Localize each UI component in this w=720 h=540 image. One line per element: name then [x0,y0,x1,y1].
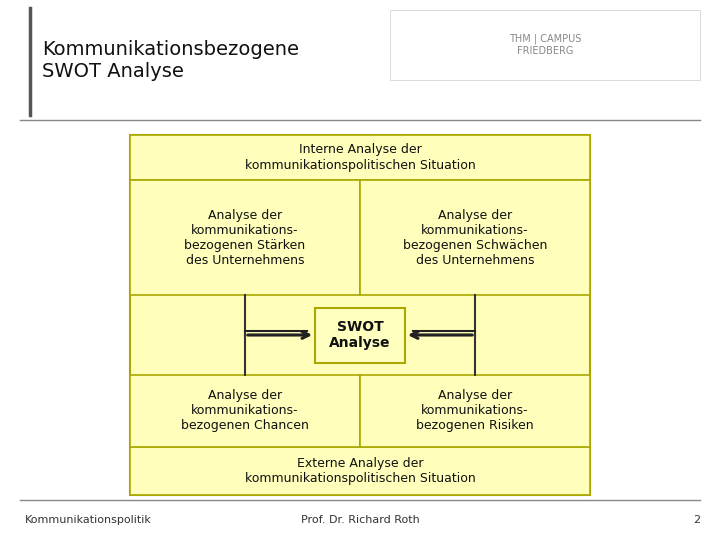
Bar [130,375,360,447]
Bar [360,375,590,447]
Bar [360,180,590,295]
Bar [130,135,590,495]
Bar [315,307,405,362]
Bar [130,135,590,180]
Text: Analyse der
kommunikations-
bezogenen Schwächen
des Unternehmens: Analyse der kommunikations- bezogenen Sc… [402,208,547,267]
Text: Analyse der
kommunikations-
bezogenen Risiken: Analyse der kommunikations- bezogenen Ri… [416,389,534,433]
Text: Prof. Dr. Richard Roth: Prof. Dr. Richard Roth [301,515,419,525]
Text: Analyse der
kommunikations-
bezogenen Stärken
des Unternehmens: Analyse der kommunikations- bezogenen St… [184,208,305,267]
Text: Externe Analyse der
kommunikationspolitischen Situation: Externe Analyse der kommunikationspoliti… [245,457,475,485]
Text: SWOT
Analyse: SWOT Analyse [329,320,391,350]
Text: Kommunikationspolitik: Kommunikationspolitik [25,515,152,525]
Text: 2: 2 [693,515,700,525]
Text: Analyse der
kommunikations-
bezogenen Chancen: Analyse der kommunikations- bezogenen Ch… [181,389,309,433]
Bar [130,180,360,295]
Bar [390,10,700,80]
Text: THM | CAMPUS
FRIEDBERG: THM | CAMPUS FRIEDBERG [509,34,581,56]
Bar [130,447,590,495]
Text: Interne Analyse der
kommunikationspolitischen Situation: Interne Analyse der kommunikationspoliti… [245,144,475,172]
Text: Kommunikationsbezogene
SWOT Analyse: Kommunikationsbezogene SWOT Analyse [42,40,299,81]
